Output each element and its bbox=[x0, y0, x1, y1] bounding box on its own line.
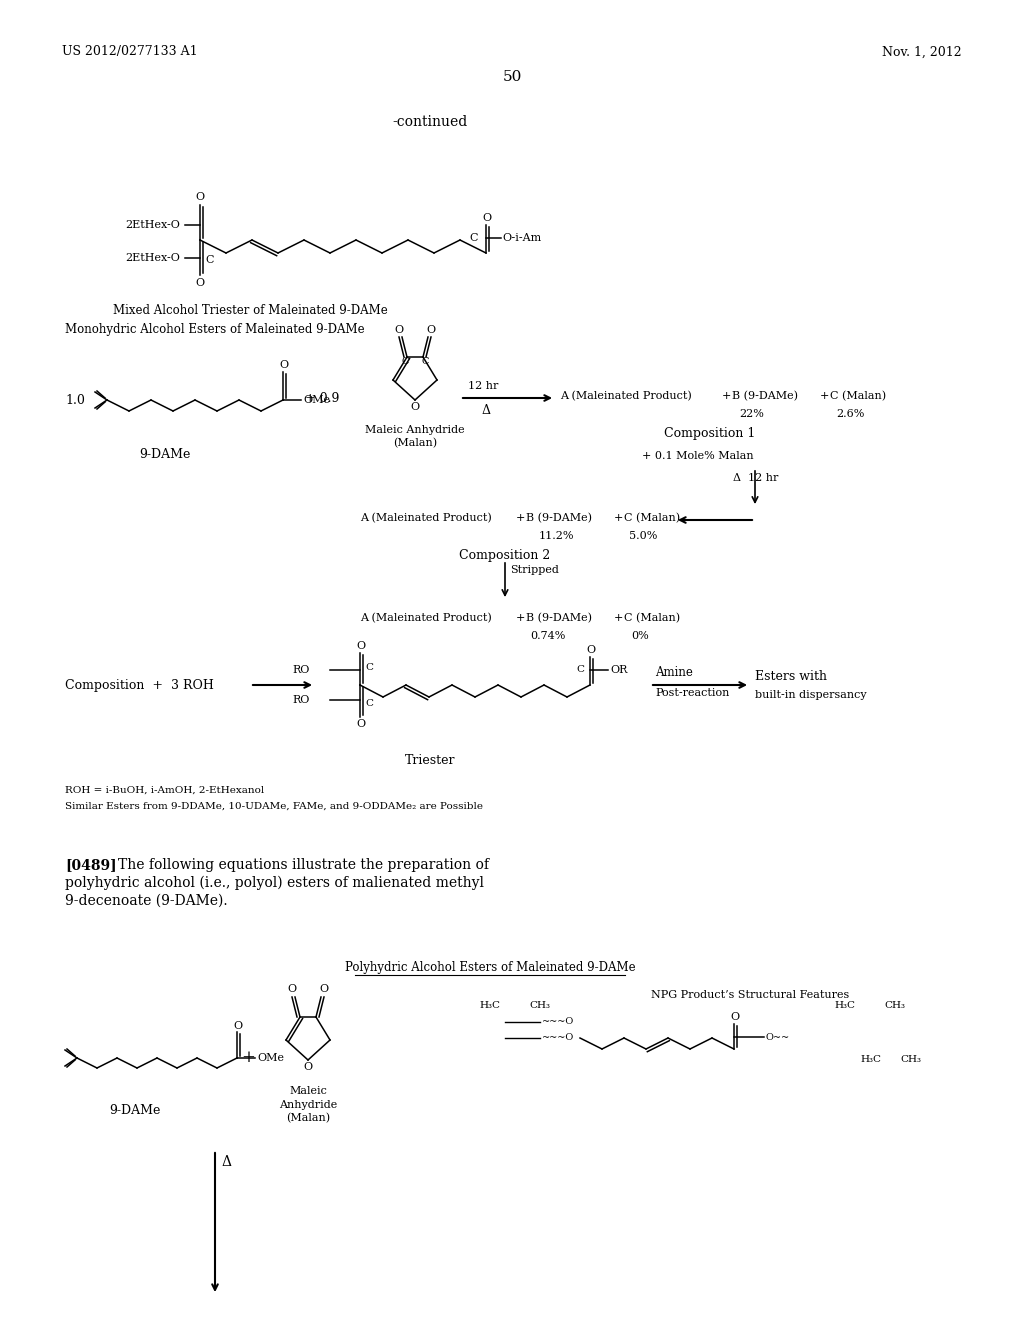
Text: +: + bbox=[614, 612, 624, 623]
Text: 9-DAMe: 9-DAMe bbox=[110, 1104, 161, 1117]
Text: +: + bbox=[516, 513, 525, 523]
Text: O: O bbox=[280, 360, 289, 370]
Text: C (Malan): C (Malan) bbox=[624, 612, 680, 623]
Text: The following equations illustrate the preparation of: The following equations illustrate the p… bbox=[118, 858, 489, 873]
Text: 5.0%: 5.0% bbox=[629, 531, 657, 541]
Text: C: C bbox=[575, 665, 584, 675]
Text: C (Malan): C (Malan) bbox=[624, 513, 680, 523]
Text: (Malan): (Malan) bbox=[286, 1113, 330, 1123]
Text: +: + bbox=[820, 391, 829, 401]
Text: A (Maleinated Product): A (Maleinated Product) bbox=[360, 612, 492, 623]
Text: + 0.9: + 0.9 bbox=[305, 392, 339, 404]
Text: Nov. 1, 2012: Nov. 1, 2012 bbox=[883, 45, 962, 58]
Text: O-i-Am: O-i-Am bbox=[502, 234, 542, 243]
Text: H₃C: H₃C bbox=[860, 1056, 881, 1064]
Text: A (Maleinated Product): A (Maleinated Product) bbox=[360, 513, 492, 523]
Text: 2.6%: 2.6% bbox=[836, 409, 864, 418]
Text: O: O bbox=[587, 645, 596, 655]
Text: +: + bbox=[516, 612, 525, 623]
Text: Amine: Amine bbox=[655, 667, 693, 680]
Text: 50: 50 bbox=[503, 70, 521, 84]
Text: O: O bbox=[482, 213, 492, 223]
Text: Triester: Triester bbox=[404, 754, 456, 767]
Text: + 0.1 Mole% Malan: + 0.1 Mole% Malan bbox=[642, 451, 754, 461]
Text: B (9-DAMe): B (9-DAMe) bbox=[732, 391, 798, 401]
Text: CH₃: CH₃ bbox=[885, 1001, 905, 1010]
Text: 12 hr: 12 hr bbox=[468, 381, 499, 391]
Text: CH₃: CH₃ bbox=[900, 1056, 921, 1064]
Text: O: O bbox=[319, 983, 329, 994]
Text: 1.0: 1.0 bbox=[65, 393, 85, 407]
Text: +: + bbox=[614, 513, 624, 523]
Text: O: O bbox=[196, 191, 205, 202]
Text: ~~~O: ~~~O bbox=[542, 1018, 574, 1027]
Text: 22%: 22% bbox=[739, 409, 765, 418]
Text: Δ: Δ bbox=[482, 404, 490, 417]
Text: A (Maleinated Product): A (Maleinated Product) bbox=[560, 391, 692, 401]
Text: O: O bbox=[356, 642, 366, 651]
Text: 0.74%: 0.74% bbox=[530, 631, 565, 642]
Text: ~~~O: ~~~O bbox=[542, 1034, 574, 1043]
Text: C: C bbox=[470, 234, 478, 243]
Text: -continued: -continued bbox=[392, 115, 468, 129]
Text: Maleic: Maleic bbox=[289, 1086, 327, 1096]
Text: O: O bbox=[303, 1063, 312, 1072]
Text: O: O bbox=[394, 325, 403, 335]
Text: Composition 1: Composition 1 bbox=[665, 428, 756, 441]
Text: ROH = i-BuOH, i-AmOH, 2-EtHexanol: ROH = i-BuOH, i-AmOH, 2-EtHexanol bbox=[65, 785, 264, 795]
Text: polyhydric alcohol (i.e., polyol) esters of malienated methyl: polyhydric alcohol (i.e., polyol) esters… bbox=[65, 875, 484, 890]
Text: H₃C: H₃C bbox=[479, 1001, 501, 1010]
Text: Anhydride: Anhydride bbox=[279, 1100, 337, 1110]
Text: built-in dispersancy: built-in dispersancy bbox=[755, 690, 866, 700]
Text: Similar Esters from 9-DDAMe, 10-UDAMe, FAMe, and 9-ODDAMe₂ are Possible: Similar Esters from 9-DDAMe, 10-UDAMe, F… bbox=[65, 801, 483, 810]
Text: +: + bbox=[722, 391, 731, 401]
Text: O: O bbox=[233, 1020, 243, 1031]
Text: 11.2%: 11.2% bbox=[539, 531, 573, 541]
Text: (Malan): (Malan) bbox=[393, 438, 437, 449]
Text: 9-decenoate (9-DAMe).: 9-decenoate (9-DAMe). bbox=[65, 894, 227, 908]
Text: Δ  12 hr: Δ 12 hr bbox=[733, 473, 778, 483]
Text: O: O bbox=[426, 325, 435, 335]
Text: Esters with: Esters with bbox=[755, 671, 827, 684]
Text: H₃C: H₃C bbox=[835, 1001, 855, 1010]
Text: C: C bbox=[205, 255, 213, 265]
Text: OMe: OMe bbox=[257, 1053, 284, 1063]
Text: +: + bbox=[241, 1049, 255, 1067]
Text: O: O bbox=[730, 1012, 739, 1022]
Text: Δ: Δ bbox=[221, 1155, 231, 1170]
Text: Mixed Alcohol Triester of Maleinated 9-DAMe: Mixed Alcohol Triester of Maleinated 9-D… bbox=[113, 304, 387, 317]
Text: 0%: 0% bbox=[631, 631, 649, 642]
Text: OR: OR bbox=[610, 665, 628, 675]
Text: O: O bbox=[196, 279, 205, 288]
Text: [0489]: [0489] bbox=[65, 858, 117, 873]
Text: O: O bbox=[288, 983, 297, 994]
Text: 2EtHex-O: 2EtHex-O bbox=[125, 253, 180, 263]
Text: B (9-DAMe): B (9-DAMe) bbox=[526, 612, 592, 623]
Text: Monohydric Alcohol Esters of Maleinated 9-DAMe: Monohydric Alcohol Esters of Maleinated … bbox=[65, 323, 365, 337]
Text: O~~: O~~ bbox=[766, 1032, 791, 1041]
Text: 2EtHex-O: 2EtHex-O bbox=[125, 220, 180, 230]
Text: US 2012/0277133 A1: US 2012/0277133 A1 bbox=[62, 45, 198, 58]
Text: RO: RO bbox=[293, 696, 310, 705]
Text: C (Malan): C (Malan) bbox=[830, 391, 886, 401]
Text: Post-reaction: Post-reaction bbox=[655, 688, 729, 698]
Text: CH₃: CH₃ bbox=[529, 1001, 551, 1010]
Text: Composition 2: Composition 2 bbox=[460, 549, 551, 562]
Text: C: C bbox=[401, 356, 409, 366]
Text: OMe: OMe bbox=[303, 395, 330, 405]
Text: Composition  +  3 ROH: Composition + 3 ROH bbox=[65, 678, 214, 692]
Text: Stripped: Stripped bbox=[510, 565, 559, 576]
Text: O: O bbox=[411, 403, 420, 412]
Text: O: O bbox=[356, 719, 366, 729]
Text: C: C bbox=[365, 698, 373, 708]
Text: C: C bbox=[421, 356, 429, 366]
Text: RO: RO bbox=[293, 665, 310, 675]
Text: 9-DAMe: 9-DAMe bbox=[139, 449, 190, 462]
Text: NPG Product’s Structural Features: NPG Product’s Structural Features bbox=[651, 990, 849, 1001]
Text: Polyhydric Alcohol Esters of Maleinated 9-DAMe: Polyhydric Alcohol Esters of Maleinated … bbox=[345, 961, 635, 974]
Text: Maleic Anhydride: Maleic Anhydride bbox=[366, 425, 465, 436]
Text: B (9-DAMe): B (9-DAMe) bbox=[526, 513, 592, 523]
Text: C: C bbox=[365, 663, 373, 672]
